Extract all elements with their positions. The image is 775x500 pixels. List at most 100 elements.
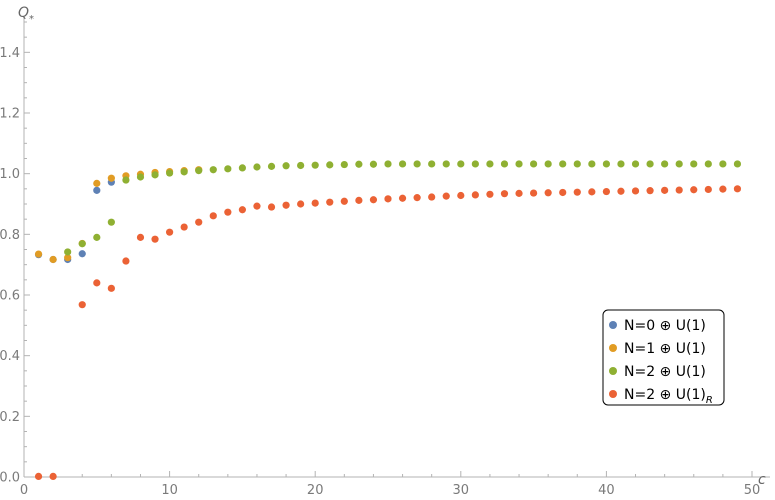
x-tick-label: 20 — [307, 483, 324, 498]
data-point — [136, 173, 145, 181]
data-point — [107, 174, 115, 182]
data-point — [661, 160, 669, 168]
data-point — [34, 472, 43, 480]
data-point — [646, 187, 654, 195]
data-point — [515, 160, 523, 168]
data-point — [195, 167, 203, 175]
data-point — [602, 160, 611, 168]
data-point — [398, 194, 407, 202]
legend-entry-1: N=0 ⊕ U(1) — [609, 318, 706, 334]
legend-marker-3 — [609, 367, 617, 375]
x-tick-label: 30 — [453, 483, 470, 498]
data-point — [267, 162, 276, 170]
legend-marker-4 — [609, 390, 617, 398]
data-point — [646, 160, 654, 168]
series-2 — [34, 166, 203, 264]
data-point — [384, 195, 392, 203]
data-point — [369, 160, 378, 168]
data-point — [78, 250, 86, 258]
data-point — [253, 163, 261, 171]
tick-labels: 0 10 20 30 40 50 0.0 0.2 0.4 0.6 0.8 1.0 1.2 1.4 — [0, 46, 760, 498]
y-tick-label: 0.0 — [0, 471, 20, 486]
data-point — [297, 161, 305, 170]
y-tick-label: 0.2 — [0, 410, 20, 425]
legend-marker-2 — [609, 344, 617, 352]
data-point — [267, 203, 276, 211]
series-1 — [34, 178, 115, 264]
data-point — [500, 190, 509, 198]
legend-label-2: N=1 ⊕ U(1) — [624, 341, 706, 357]
data-point — [559, 160, 567, 168]
data-point — [253, 202, 261, 210]
data-point — [49, 255, 57, 264]
legend-label-3: N=2 ⊕ U(1) — [624, 364, 706, 380]
data-point — [224, 208, 232, 216]
data-point — [617, 187, 625, 195]
data-point — [690, 186, 698, 194]
data-point — [500, 160, 509, 168]
data-point — [573, 160, 581, 168]
legend-entry-2: N=1 ⊕ U(1) — [609, 341, 706, 357]
legend-box — [602, 309, 725, 406]
data-point — [340, 197, 348, 205]
data-point — [733, 160, 742, 168]
data-point — [238, 164, 246, 172]
data-point — [93, 279, 101, 287]
x-axis-title: c — [758, 472, 766, 488]
data-point — [573, 188, 581, 196]
series-4 — [34, 185, 742, 480]
data-point — [428, 193, 436, 201]
data-point — [122, 257, 130, 265]
data-point — [282, 201, 290, 209]
data-point — [690, 160, 698, 168]
data-point — [238, 206, 246, 214]
data-point — [340, 160, 348, 169]
legend-label-1: N=0 ⊕ U(1) — [624, 318, 706, 334]
data-point — [719, 185, 727, 193]
y-tick-label: 0.8 — [0, 228, 20, 243]
data-point — [544, 160, 552, 168]
data-point — [515, 189, 523, 197]
data-point — [471, 160, 479, 168]
data-point — [559, 188, 567, 197]
data-point — [733, 185, 742, 193]
data-point — [107, 218, 115, 226]
legend-marker-1 — [609, 321, 617, 329]
data-point — [151, 235, 159, 243]
x-tick-label: 0 — [20, 483, 28, 498]
data-point — [78, 301, 86, 309]
y-tick-label: 0.6 — [0, 289, 20, 304]
data-point — [326, 161, 334, 169]
data-point — [631, 160, 640, 168]
data-point — [166, 228, 174, 236]
y-tick-label: 1.4 — [0, 46, 20, 61]
data-point — [355, 160, 363, 168]
y-tick-label: 1.0 — [0, 167, 20, 182]
data-point — [282, 162, 290, 170]
data-point — [442, 192, 450, 200]
data-point — [180, 168, 188, 176]
x-tick-label: 50 — [744, 483, 761, 498]
x-tick-label: 40 — [598, 483, 615, 498]
data-point — [93, 179, 101, 187]
data-point — [675, 186, 683, 194]
data-point — [224, 165, 232, 173]
data-point — [311, 161, 319, 169]
data-point — [602, 187, 611, 196]
x-tick-label: 10 — [161, 483, 178, 498]
data-point — [719, 160, 727, 168]
data-point — [136, 233, 145, 241]
data-point — [631, 187, 640, 195]
data-point — [471, 191, 479, 199]
data-point — [180, 223, 188, 231]
data-point — [661, 186, 669, 194]
data-point — [78, 240, 86, 248]
data-point — [530, 189, 538, 197]
data-point — [311, 199, 319, 207]
data-point — [64, 254, 72, 262]
data-point — [442, 160, 450, 168]
legend-entry-4: N=2 ⊕ U(1)R — [609, 387, 713, 406]
data-point — [122, 176, 130, 184]
data-point — [369, 196, 378, 204]
